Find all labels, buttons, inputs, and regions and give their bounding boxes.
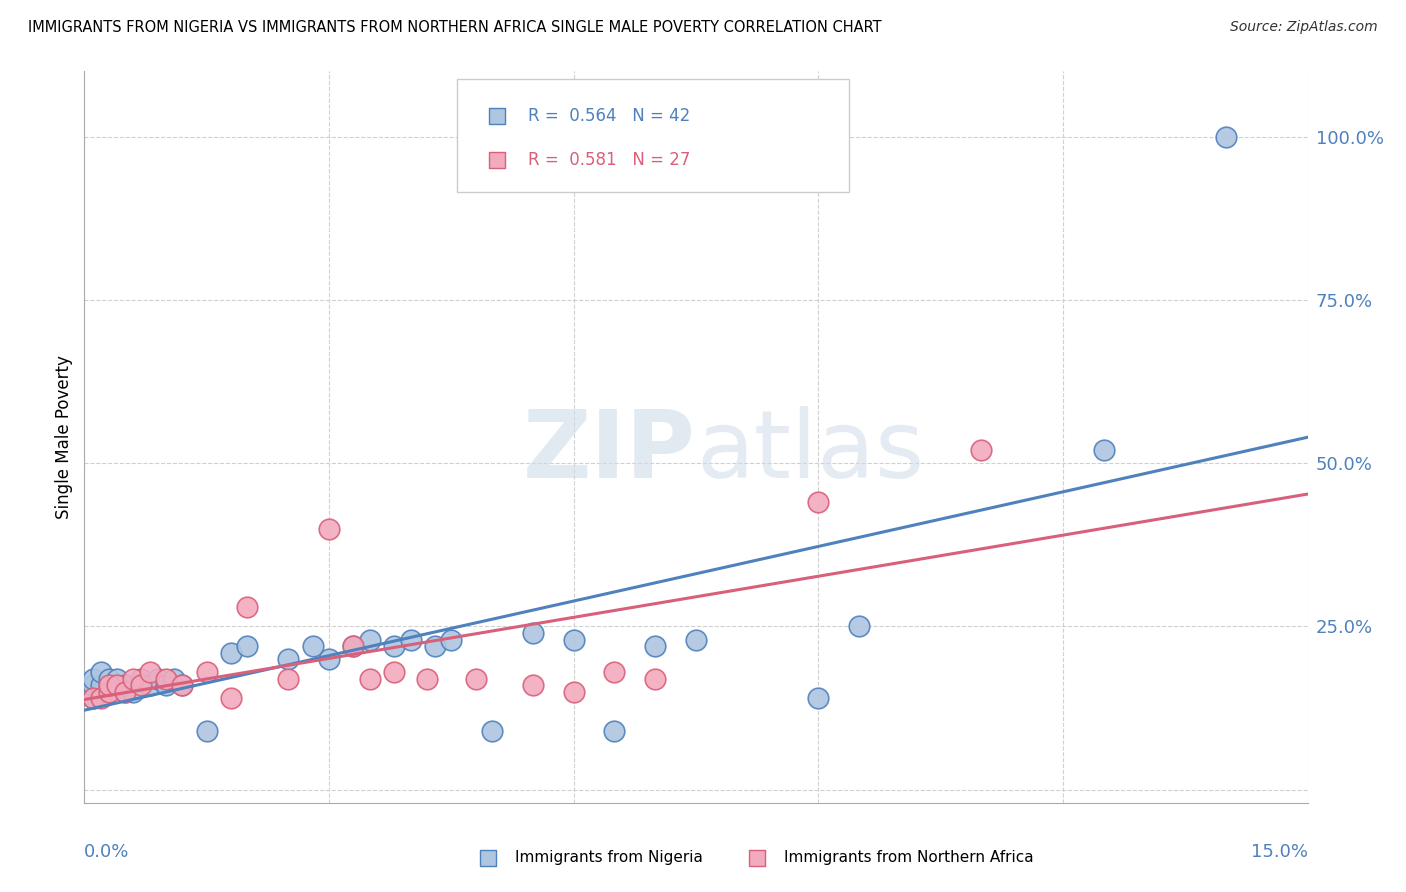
FancyBboxPatch shape [457, 78, 849, 192]
Point [172, 678, 194, 692]
Point [236, 599, 259, 614]
Point [105, 672, 128, 686]
Point [644, 672, 666, 686]
Point [114, 685, 136, 699]
Point [481, 723, 503, 738]
Point [277, 672, 299, 686]
Y-axis label: Single Male Poverty: Single Male Poverty [55, 355, 73, 519]
Point [195, 723, 218, 738]
Point [114, 678, 136, 692]
Point [603, 665, 626, 680]
Point [970, 443, 993, 458]
Point [399, 632, 422, 647]
Point [359, 632, 381, 647]
Point [522, 626, 544, 640]
Point [114, 685, 136, 699]
Point [138, 678, 160, 692]
Point [122, 685, 145, 699]
Point [82, 678, 104, 692]
Text: 0.0%: 0.0% [84, 843, 129, 861]
Point [342, 639, 364, 653]
Point [603, 723, 626, 738]
Point [562, 632, 585, 647]
Point [90, 678, 112, 692]
Point [219, 646, 242, 660]
Point [807, 691, 830, 706]
Point [416, 672, 439, 686]
Point [195, 665, 218, 680]
Text: atlas: atlas [696, 406, 924, 498]
Point [90, 685, 112, 699]
Point [382, 665, 405, 680]
Point [440, 632, 463, 647]
Point [131, 678, 153, 692]
Text: Immigrants from Nigeria: Immigrants from Nigeria [515, 850, 703, 865]
Point [105, 678, 128, 692]
Point [122, 672, 145, 686]
Point [318, 652, 340, 666]
Point [131, 672, 153, 686]
Point [359, 672, 381, 686]
Point [342, 639, 364, 653]
Point [1092, 443, 1115, 458]
Point [138, 665, 160, 680]
Text: Immigrants from Northern Africa: Immigrants from Northern Africa [785, 850, 1033, 865]
Point [301, 639, 323, 653]
Point [90, 665, 112, 680]
Point [236, 639, 259, 653]
Point [97, 678, 120, 692]
Point [423, 639, 446, 653]
Point [105, 678, 128, 692]
Point [82, 672, 104, 686]
Point [382, 639, 405, 653]
Point [277, 652, 299, 666]
Point [146, 672, 169, 686]
Point [464, 672, 486, 686]
Point [97, 685, 120, 699]
Point [155, 672, 177, 686]
Text: R =  0.581   N = 27: R = 0.581 N = 27 [529, 151, 690, 169]
Point [1215, 129, 1237, 144]
Point [97, 672, 120, 686]
Point [82, 691, 104, 706]
Point [562, 685, 585, 699]
Text: Source: ZipAtlas.com: Source: ZipAtlas.com [1230, 20, 1378, 34]
Point [172, 678, 194, 692]
Point [685, 632, 707, 647]
Point [807, 495, 830, 509]
Point [318, 521, 340, 535]
Text: 15.0%: 15.0% [1250, 843, 1308, 861]
Point [97, 685, 120, 699]
Point [82, 691, 104, 706]
Point [155, 678, 177, 692]
Text: IMMIGRANTS FROM NIGERIA VS IMMIGRANTS FROM NORTHERN AFRICA SINGLE MALE POVERTY C: IMMIGRANTS FROM NIGERIA VS IMMIGRANTS FR… [28, 20, 882, 35]
Point [163, 672, 186, 686]
Point [219, 691, 242, 706]
Point [644, 639, 666, 653]
Point [848, 619, 870, 633]
Text: ZIP: ZIP [523, 406, 696, 498]
Point [90, 691, 112, 706]
Point [97, 678, 120, 692]
Text: R =  0.564   N = 42: R = 0.564 N = 42 [529, 107, 690, 125]
Point [522, 678, 544, 692]
